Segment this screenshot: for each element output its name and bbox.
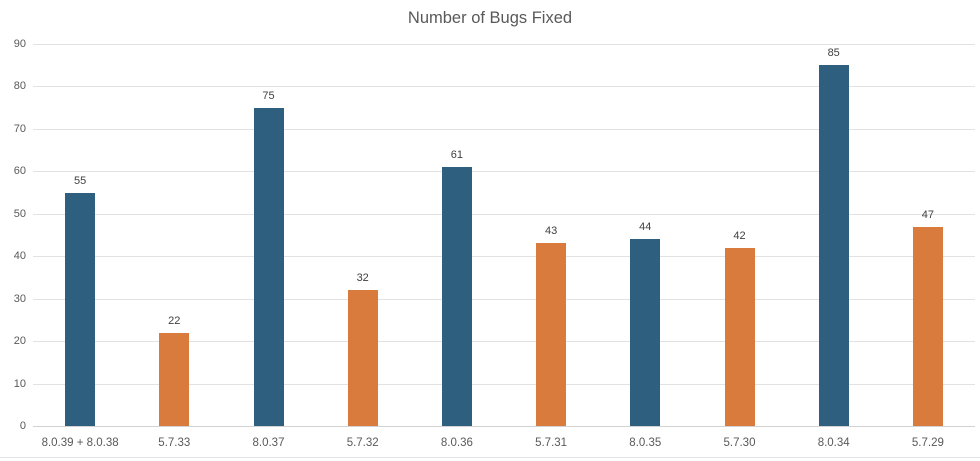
gridline: [33, 44, 975, 45]
x-axis-category-label: 8.0.34: [817, 437, 850, 449]
bar-value-label: 22: [168, 314, 181, 327]
bar: [441, 167, 472, 426]
gridline: [33, 128, 975, 130]
y-axis-tick-label: 10: [13, 377, 26, 390]
bottom-divider: [0, 457, 980, 458]
bar-value-label: 44: [639, 221, 652, 234]
bar: [818, 65, 849, 426]
chart-title: Number of Bugs Fixed: [407, 9, 573, 27]
x-axis-category-label: 5.7.33: [158, 437, 191, 449]
bar: [159, 332, 190, 426]
x-axis-category-label: 8.0.35: [629, 437, 662, 449]
gridline: [33, 213, 975, 215]
x-axis-category-label: 8.0.37: [252, 437, 285, 449]
bar: [347, 290, 378, 426]
bar-value-label: 61: [450, 149, 464, 162]
bar-value-label: 47: [921, 208, 935, 221]
y-axis-tick-label: 70: [13, 122, 26, 135]
gridline: [33, 86, 975, 88]
bar-value-label: 85: [827, 47, 840, 60]
y-axis-tick-label: 30: [13, 292, 26, 305]
bar-value-label: 55: [73, 174, 87, 187]
x-axis-category-label: 5.7.31: [535, 437, 568, 449]
x-axis-category-label: 5.7.30: [723, 437, 756, 449]
gridline: [33, 383, 975, 385]
bar: [630, 239, 661, 426]
bar-value-label: 75: [262, 89, 275, 102]
bar-value-label: 43: [544, 225, 558, 238]
bar: [724, 247, 755, 426]
gridline: [33, 341, 975, 343]
bar: [253, 107, 284, 426]
y-axis-tick-label: 50: [13, 207, 26, 220]
bar-value-label: 42: [733, 229, 746, 242]
y-axis-tick-label: 20: [13, 335, 26, 348]
bar: [536, 243, 567, 426]
gridline: [33, 426, 975, 427]
x-axis-category-label: 5.7.29: [911, 437, 944, 449]
y-axis-tick-label: 90: [13, 38, 26, 50]
y-axis-tick-label: 80: [13, 80, 26, 93]
y-axis-tick-label: 0: [19, 420, 26, 432]
bar: [912, 226, 943, 426]
bar-value-label: 32: [356, 272, 369, 285]
gridline: [33, 171, 975, 173]
y-axis-tick-label: 40: [13, 250, 26, 263]
x-axis-category-label: 8.0.39 + 8.0.38: [41, 437, 119, 449]
x-axis-category-label: 8.0.36: [440, 437, 473, 449]
y-axis-tick-label: 60: [13, 165, 26, 178]
gridline: [33, 256, 975, 258]
gridline: [33, 298, 975, 300]
x-axis-category-label: 5.7.32: [346, 437, 379, 449]
bar: [65, 192, 96, 426]
